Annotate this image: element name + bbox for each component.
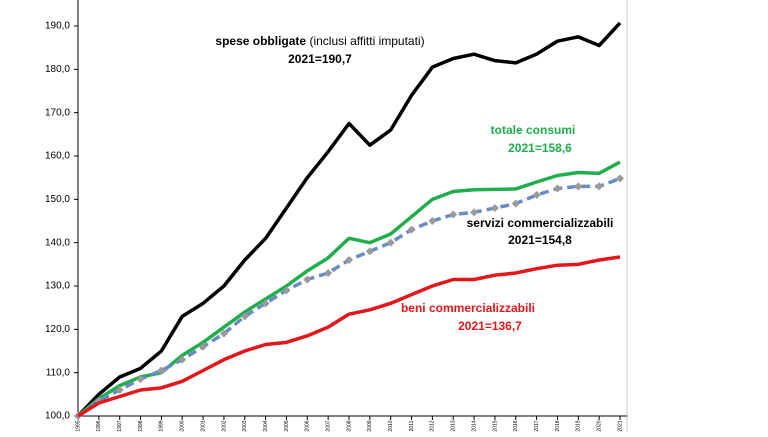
y-tick-label: 110,0 [46, 367, 71, 378]
marker [136, 375, 145, 384]
marker [490, 204, 499, 212]
series-name: totale consumi [491, 123, 576, 137]
x-tick-label: 2010 [388, 420, 394, 431]
marker [282, 286, 291, 295]
marker [532, 191, 541, 199]
marker [574, 182, 583, 191]
x-tick-label: 2018 [555, 420, 561, 431]
series-name-text: beni commercializzabili [401, 301, 535, 315]
x-tick-label: 2013 [451, 420, 457, 431]
x-tick-label: 1999 [159, 420, 165, 431]
x-tick-label: 2006 [305, 420, 311, 431]
x-tick-label: 2003 [242, 420, 248, 431]
x-tick-label: 2001 [200, 420, 206, 431]
y-tick-label: 170,0 [45, 107, 70, 118]
y-tick-label: 190,0 [45, 21, 70, 32]
marker [449, 210, 458, 219]
series-label: 2021=154,8 [508, 233, 572, 247]
marker [616, 174, 624, 183]
marker [115, 386, 124, 394]
x-tick-label: 2004 [263, 420, 269, 431]
marker [470, 208, 479, 217]
x-tick-label: 2014 [471, 420, 477, 431]
marker [511, 199, 520, 208]
marker [199, 342, 208, 351]
x-tick-label: 2019 [576, 420, 582, 431]
series-name: beni commercializzabili [401, 301, 535, 315]
x-tick-label: 2005 [284, 420, 290, 431]
marker [386, 238, 395, 247]
marker [365, 247, 374, 256]
series-line [77, 255, 621, 418]
x-tick-label: 2009 [367, 420, 373, 431]
x-tick-label: 2016 [513, 420, 519, 431]
y-tick-label: 160,0 [45, 151, 70, 162]
series-label: 2021=158,6 [508, 141, 572, 155]
x-tick-label: 1997 [117, 420, 123, 431]
y-tick-label: 180,0 [45, 64, 70, 75]
x-tick-label: 2015 [492, 420, 498, 431]
y-tick-label: 140,0 [45, 237, 70, 248]
marker [157, 366, 166, 375]
x-tick-label: 2000 [180, 420, 186, 431]
y-tick-label: 130,0 [45, 281, 70, 292]
x-tick-label: 2002 [221, 420, 227, 431]
series-line [76, 21, 622, 418]
y-tick-label: 120,0 [45, 324, 70, 335]
marker [345, 256, 353, 264]
x-tick-label: 2017 [534, 420, 540, 431]
marker [178, 355, 187, 364]
marker [553, 184, 562, 193]
series-label: 2021=136,7 [458, 319, 522, 333]
x-tick-label: 2007 [325, 420, 331, 431]
y-tick-label: 150,0 [45, 194, 70, 205]
x-tick-label: 2021 [617, 420, 623, 431]
series-name-text: servizi commercializzabili [467, 216, 614, 230]
x-tick-label: 1996 [96, 420, 102, 431]
x-tick-label: 2012 [430, 420, 436, 431]
marker [219, 329, 228, 338]
marker [324, 269, 333, 277]
x-tick-label: 2008 [346, 420, 352, 431]
x-tick-label: 1998 [138, 420, 144, 431]
x-tick-label: 2011 [409, 420, 415, 431]
x-tick-label: 2020 [596, 420, 602, 431]
marker [428, 217, 437, 225]
series-name: spese obbligate (inclusi affitti imputat… [215, 34, 424, 48]
series-name-text: spese obbligate [215, 34, 306, 48]
marker [261, 299, 270, 308]
marker [595, 182, 604, 191]
series-name-text: totale consumi [491, 123, 576, 137]
marker [407, 225, 416, 234]
series-label: 2021=190,7 [288, 52, 352, 66]
x-tick-label: 1995 [75, 420, 81, 431]
y-tick-label: 100,0 [45, 411, 70, 422]
marker [303, 275, 312, 284]
series-note: (inclusi affitti imputati) [306, 34, 424, 48]
marker [240, 312, 249, 321]
series-name: servizi commercializzabili [467, 216, 614, 230]
